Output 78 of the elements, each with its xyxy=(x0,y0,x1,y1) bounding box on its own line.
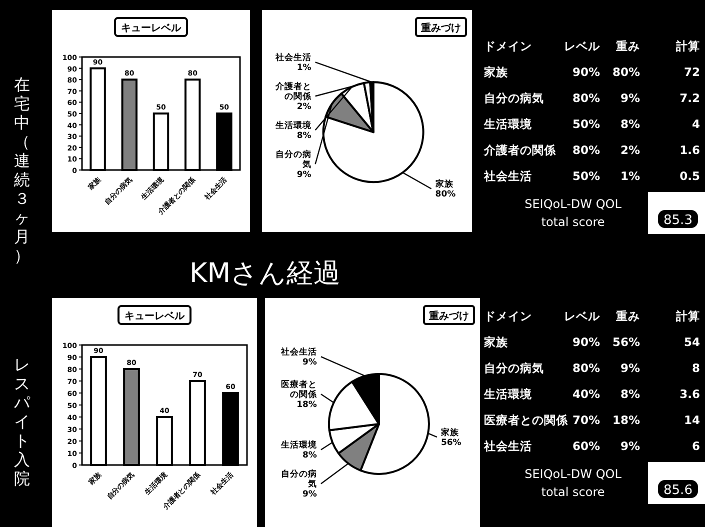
category-label: 生活環境 xyxy=(483,387,533,401)
text: ドメイン xyxy=(484,309,532,323)
slice-label: 家族 xyxy=(440,427,460,438)
data-label: 60% xyxy=(572,439,600,453)
data-label: 8 xyxy=(692,361,700,375)
data-label: 80% xyxy=(572,143,600,157)
data-label: 80% xyxy=(572,361,600,375)
data-label: 4 xyxy=(692,117,700,131)
data-label: 2% xyxy=(620,143,640,157)
slice-label: 社会生活 xyxy=(280,346,317,358)
text: 重み xyxy=(615,309,640,323)
data-label: 6 xyxy=(692,439,700,453)
category-label: 介護者の関係 xyxy=(483,143,557,157)
slice-label: 社会生活 xyxy=(274,52,312,64)
category-label: 社会生活 xyxy=(483,439,532,453)
data-label: 8% xyxy=(620,117,640,131)
data-label: 18% xyxy=(296,400,318,410)
data-label: 8% xyxy=(296,131,312,142)
category-label: 自分の病気 xyxy=(484,361,544,375)
text: 計算 xyxy=(675,39,700,53)
text: レスパイト入院 xyxy=(13,355,31,488)
data-label: 54 xyxy=(684,335,700,349)
data-label: 1.6 xyxy=(680,143,700,157)
text: レベル xyxy=(564,309,601,323)
chart-title: キューレベル xyxy=(121,23,182,34)
data-label: 9% xyxy=(296,170,312,180)
category-label: 家族 xyxy=(483,335,509,349)
category-label: 生活環境 xyxy=(483,117,533,131)
data-label: 56% xyxy=(612,335,640,349)
text: 85.3 xyxy=(664,213,692,228)
text: SEIQoL-DW QOL xyxy=(524,197,622,211)
text: レベル xyxy=(564,39,601,53)
category-label: 家族 xyxy=(483,65,509,79)
slice-label: 生活環境 xyxy=(274,120,312,132)
data-label: 50% xyxy=(572,169,600,183)
data-label: 40% xyxy=(572,387,600,401)
data-label: 80% xyxy=(435,190,456,200)
data-label: 90% xyxy=(572,65,600,79)
slice-label: 生活環境 xyxy=(280,440,318,451)
text: KMさん経過 xyxy=(189,258,341,289)
data-label: 18% xyxy=(612,413,640,427)
chart-title: キューレベル xyxy=(124,311,186,322)
chart-title: 重みづけ xyxy=(428,310,469,322)
chart-title: 重みづけ xyxy=(420,22,461,34)
data-label: 9% xyxy=(302,358,318,368)
text: total score xyxy=(541,215,605,229)
text: 在宅中（連続３ヶ月） xyxy=(14,75,30,265)
category-label: 医療者との関係 xyxy=(484,413,569,427)
data-label: 9% xyxy=(620,439,640,453)
data-label: 9% xyxy=(620,361,640,375)
data-label: 70% xyxy=(572,413,600,427)
text: ドメイン xyxy=(484,39,532,53)
data-label: 50% xyxy=(572,117,600,131)
text: total score xyxy=(541,485,605,499)
data-label: 1% xyxy=(296,63,312,74)
text: SEIQoL-DW QOL xyxy=(524,467,622,481)
slice-label: 医療者との関係 xyxy=(280,379,318,400)
data-label: 8% xyxy=(302,450,318,461)
data-label: 9% xyxy=(620,91,640,105)
data-label: 9% xyxy=(302,490,318,500)
data-label: 14 xyxy=(684,413,700,427)
data-label: 90% xyxy=(572,335,600,349)
data-label: 7.2 xyxy=(680,91,700,105)
text: 計算 xyxy=(675,309,700,323)
text: 85.6 xyxy=(664,483,692,498)
data-label: 0.5 xyxy=(680,169,700,183)
data-label: 3.6 xyxy=(680,387,700,401)
slice-label: 自分の病気 xyxy=(275,149,312,170)
data-label: 2% xyxy=(296,102,312,112)
data-label: 56% xyxy=(440,438,462,448)
slice-label: 介護者との関係 xyxy=(274,81,312,102)
data-label: 80% xyxy=(612,65,640,79)
data-label: 8% xyxy=(620,387,640,401)
category-label: 自分の病気 xyxy=(484,91,544,105)
data-label: 1% xyxy=(620,169,640,183)
data-label: 72 xyxy=(684,65,700,79)
text: 重み xyxy=(615,39,640,53)
data-label: 80% xyxy=(572,91,600,105)
